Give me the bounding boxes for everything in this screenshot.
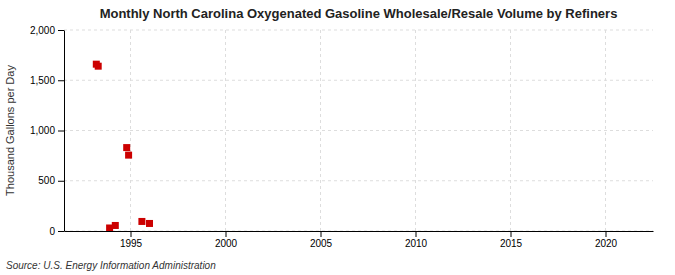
chart: 1995 2000 2005 2010 2015 2020 0 500 1,000 1,500 2,… [0, 0, 675, 275]
grid-line [320, 30, 321, 231]
tick-mark [131, 231, 132, 237]
tick: 2,000 [30, 25, 64, 36]
grid-line [64, 80, 653, 81]
tick-mark [321, 231, 322, 237]
tick-mark [511, 231, 512, 237]
grid-line [64, 231, 653, 232]
tick: 1,500 [30, 75, 64, 86]
tick-label: 500 [38, 175, 55, 186]
tick-label: 2000 [215, 238, 238, 249]
point [112, 222, 119, 229]
point [125, 152, 132, 159]
tick-label: 2015 [500, 238, 523, 249]
point [123, 144, 130, 151]
tick: 500 [38, 175, 64, 186]
tick-mark [58, 30, 64, 31]
tick: 2000 [215, 231, 238, 249]
tick: 0 [49, 226, 64, 237]
axis-line [64, 31, 65, 232]
tick-mark [226, 231, 227, 237]
grid-line [64, 130, 653, 131]
tick-label: 1995 [120, 238, 143, 249]
tick-label: 2005 [310, 238, 333, 249]
grid-line [415, 30, 416, 231]
tick: 1,000 [30, 125, 64, 136]
annotation: Source: U.S. Energy Information Administ… [6, 260, 216, 271]
tick-mark [416, 231, 417, 237]
tick-label: 2010 [405, 238, 428, 249]
point [95, 63, 102, 70]
tick-mark [58, 131, 64, 132]
title: Monthly North Carolina Oxygenated Gasoli… [100, 6, 618, 21]
point [138, 218, 145, 225]
tick: 2005 [310, 231, 333, 249]
x-axis: 1995 2000 2005 2010 2015 2020 [65, 231, 654, 249]
tick: 2020 [595, 231, 618, 249]
tick-mark [606, 231, 607, 237]
y-axis: 0 500 1,000 1,500 2,000 [30, 25, 65, 237]
tick-label: 1,500 [30, 75, 55, 86]
tick-mark [58, 80, 64, 81]
plot-area: 1995 2000 2005 2010 2015 2020 0 500 1,000 1,500 2,… [30, 25, 654, 249]
tick-mark [58, 181, 64, 182]
tick-mark [58, 231, 64, 232]
tick-label: 2,000 [30, 25, 55, 36]
grid-line [225, 30, 226, 231]
tick-label: 2020 [595, 238, 618, 249]
axis-line [65, 231, 654, 232]
grid-line [64, 30, 653, 31]
tick-label: 1,000 [30, 125, 55, 136]
grid [64, 30, 653, 231]
tick: 1995 [120, 231, 143, 249]
tick-label: 0 [49, 226, 55, 237]
grid-line [64, 180, 653, 181]
points [93, 61, 153, 231]
point [146, 220, 153, 227]
tick: 2010 [405, 231, 428, 249]
tick: 2015 [500, 231, 523, 249]
y-axis-title: Thousand Gallons per Day [4, 65, 16, 196]
